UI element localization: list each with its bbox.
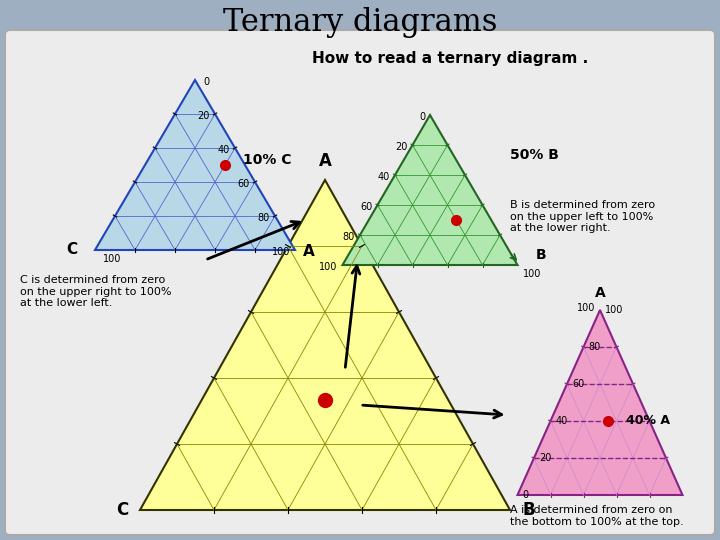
- Polygon shape: [95, 80, 295, 250]
- Text: 80: 80: [343, 232, 355, 242]
- Text: 20: 20: [539, 453, 552, 463]
- Text: B is determined from zero
on the upper left to 100%
at the lower right.: B is determined from zero on the upper l…: [510, 200, 655, 233]
- Text: 40: 40: [378, 172, 390, 182]
- Text: C: C: [116, 501, 128, 519]
- Text: 40% A: 40% A: [626, 415, 670, 428]
- Text: 100: 100: [605, 305, 624, 315]
- Text: 60: 60: [572, 379, 584, 389]
- Polygon shape: [140, 180, 510, 510]
- Text: 20: 20: [395, 142, 408, 152]
- Text: 60: 60: [238, 179, 250, 189]
- Text: C is determined from zero
on the upper right to 100%
at the lower left.: C is determined from zero on the upper r…: [20, 275, 171, 308]
- Text: 20: 20: [197, 111, 210, 121]
- Text: A: A: [318, 152, 331, 170]
- Text: 100: 100: [271, 247, 290, 257]
- Text: 0: 0: [203, 77, 209, 87]
- Polygon shape: [518, 310, 683, 495]
- Text: 40: 40: [217, 145, 230, 155]
- Text: 100: 100: [577, 303, 595, 313]
- Text: B: B: [536, 248, 546, 262]
- Polygon shape: [343, 115, 518, 265]
- Text: 100: 100: [523, 269, 541, 279]
- Text: 10% C: 10% C: [243, 153, 292, 167]
- Text: 80: 80: [258, 213, 270, 223]
- Text: B: B: [522, 501, 535, 519]
- Text: 60: 60: [360, 202, 372, 212]
- Text: 50% B: 50% B: [510, 148, 559, 162]
- Text: 0: 0: [523, 490, 528, 500]
- Text: How to read a ternary diagram .: How to read a ternary diagram .: [312, 51, 588, 65]
- Text: 80: 80: [588, 342, 600, 352]
- Text: 0: 0: [419, 112, 425, 122]
- Text: Ternary diagrams: Ternary diagrams: [222, 6, 498, 37]
- Text: A: A: [303, 245, 315, 260]
- Text: 40: 40: [556, 416, 568, 426]
- Text: 100: 100: [319, 262, 338, 272]
- FancyBboxPatch shape: [5, 30, 715, 535]
- Text: C: C: [66, 242, 77, 258]
- Text: A is determined from zero on
the bottom to 100% at the top.: A is determined from zero on the bottom …: [510, 505, 683, 526]
- Text: A: A: [595, 286, 606, 300]
- Text: 100: 100: [103, 254, 122, 264]
